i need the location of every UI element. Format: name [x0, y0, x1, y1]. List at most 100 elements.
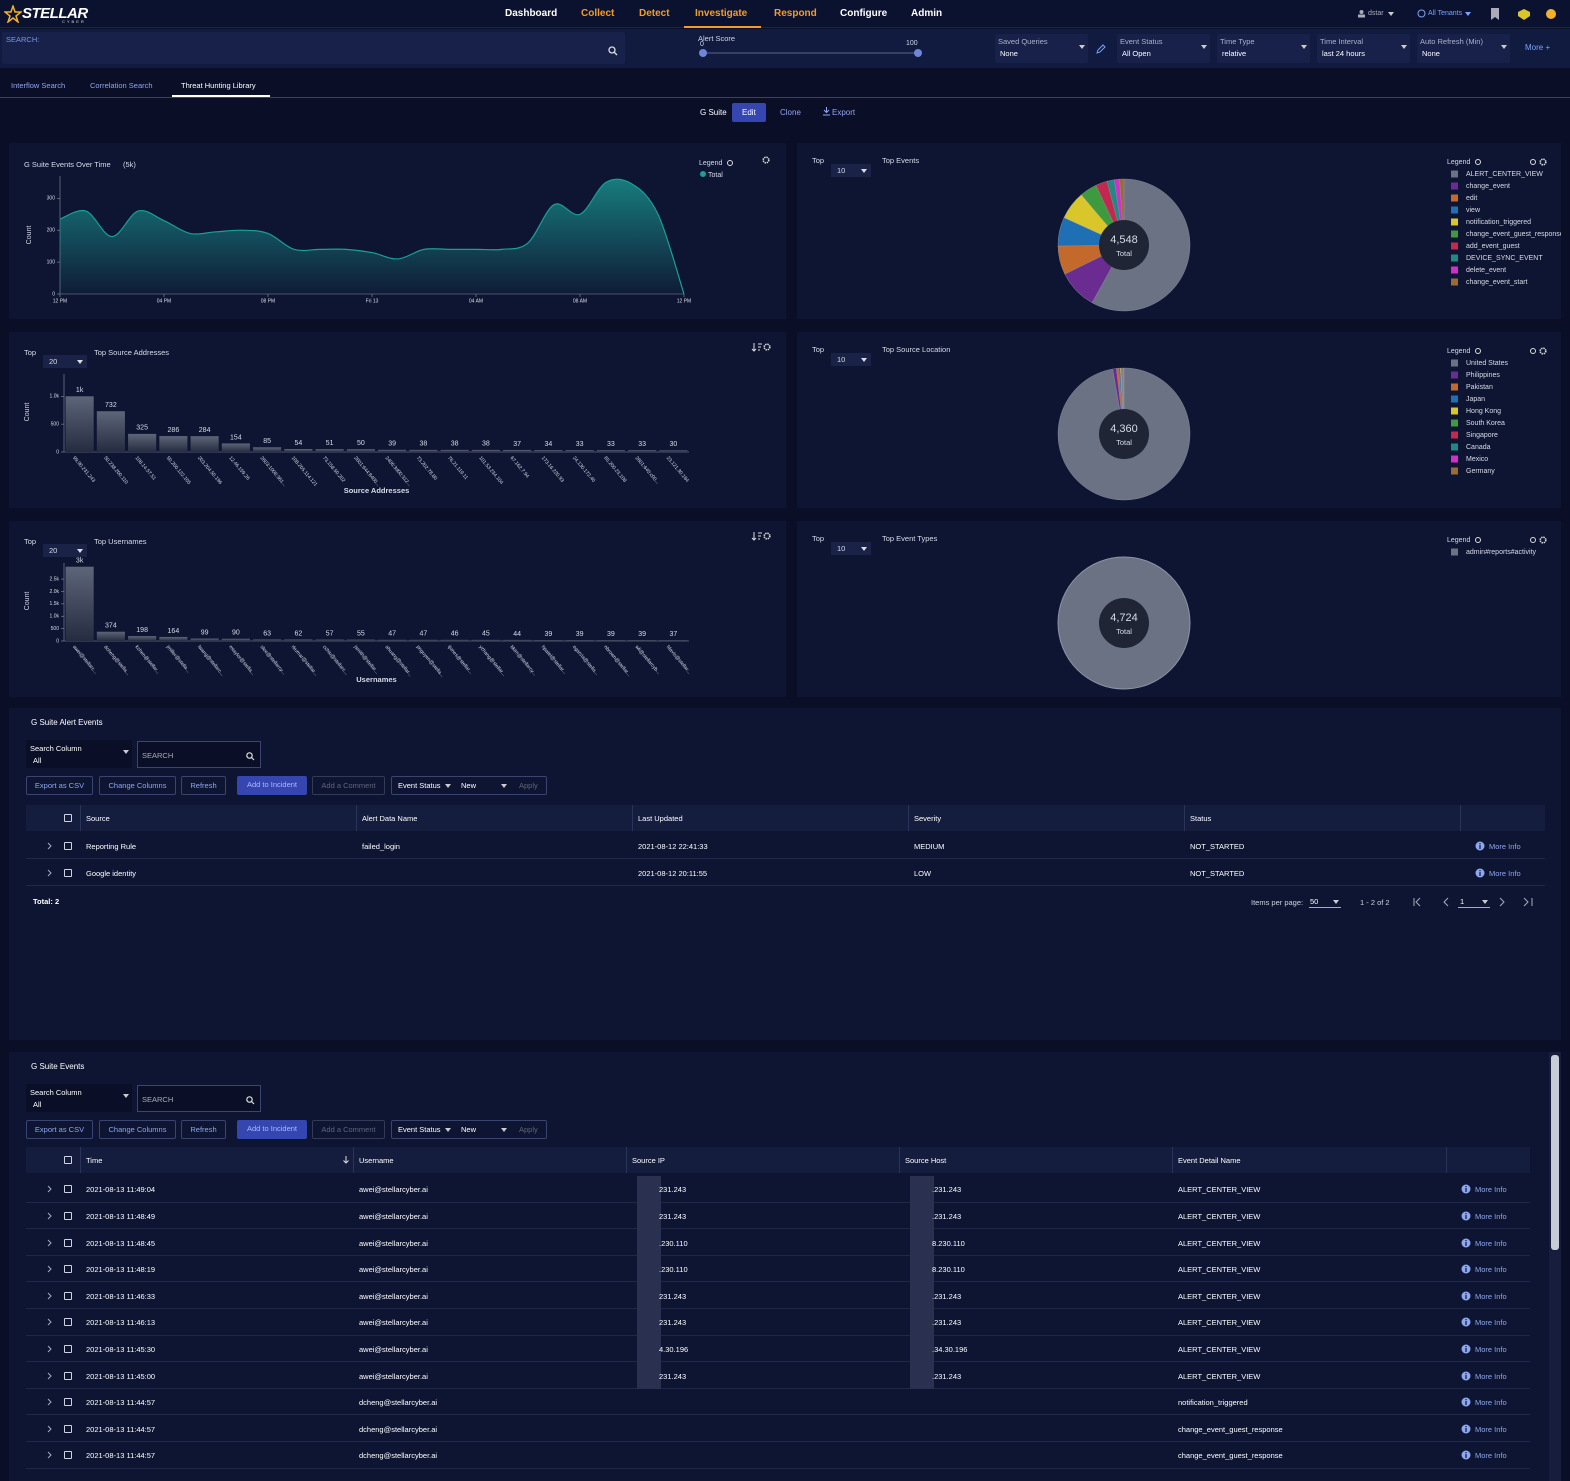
checkbox[interactable]	[64, 1238, 72, 1247]
top-n-select[interactable]	[831, 353, 871, 366]
checkbox[interactable]	[64, 1318, 72, 1327]
more-info-link[interactable]: More Info	[1475, 1265, 1507, 1275]
more-info-link[interactable]: More Info	[1475, 1211, 1507, 1221]
table-button[interactable]: Add a Comment	[312, 776, 385, 795]
filter-dropdown[interactable]: Saved Queries None	[995, 34, 1088, 63]
table-button[interactable]: Refresh	[181, 776, 226, 795]
table-button[interactable]: Add a Comment	[312, 1120, 385, 1139]
checkbox[interactable]	[64, 1156, 72, 1164]
nav-tenant[interactable]: All Tenants	[1428, 10, 1463, 17]
bar	[440, 639, 469, 641]
center-value: 4,360	[1110, 423, 1138, 435]
more-info-link[interactable]: More Info	[1475, 1238, 1507, 1248]
filter-dropdown[interactable]: Time Interval last 24 hours	[1317, 34, 1410, 63]
column-header[interactable]: Time	[86, 1156, 103, 1165]
top-n-select[interactable]	[831, 542, 871, 555]
column-header[interactable]: Source Host	[905, 1156, 947, 1165]
search-column[interactable]: Search Column All	[26, 1084, 132, 1112]
column-header[interactable]: Severity	[914, 814, 942, 823]
top-n-select[interactable]	[43, 355, 87, 368]
search-box[interactable]	[2, 32, 625, 64]
table-cell: 2021-08-13 11:44:57	[86, 1398, 156, 1408]
top-n-select[interactable]	[831, 164, 871, 177]
column-header[interactable]: Event Detail Name	[1178, 1156, 1241, 1165]
column-header[interactable]: Source IP	[632, 1156, 665, 1165]
nav-item[interactable]: Respond	[774, 8, 817, 19]
page-select[interactable]: 1	[1458, 896, 1490, 908]
table-button[interactable]: Export as CSV	[26, 776, 93, 795]
apply-button[interactable]: Apply	[519, 781, 538, 790]
more-info-link[interactable]: More Info	[1475, 1344, 1507, 1354]
tab[interactable]: Interflow Search	[11, 81, 66, 90]
y-tick-label: 0	[56, 449, 59, 455]
nav-item[interactable]: Investigate	[695, 8, 748, 19]
nav-item[interactable]: Admin	[911, 8, 943, 19]
legend-title: Legend	[1447, 159, 1470, 166]
more-info-link[interactable]: More Info	[1475, 1424, 1507, 1434]
checkbox[interactable]	[64, 1424, 72, 1433]
tenant-icon	[1417, 9, 1426, 18]
edit-button[interactable]: Edit	[732, 103, 766, 122]
search-input[interactable]: SEARCH	[137, 1085, 261, 1112]
checkbox[interactable]	[64, 841, 72, 850]
more-info-link[interactable]: More Info	[1489, 868, 1521, 878]
column-header[interactable]: Alert Data Name	[362, 814, 418, 823]
logo-star	[4, 5, 22, 23]
apply-button[interactable]: Apply	[519, 1125, 538, 1134]
table-button[interactable]: Export as CSV	[26, 1120, 93, 1139]
bar-value-label: 284	[199, 427, 211, 434]
export-button[interactable]: Export	[832, 108, 856, 117]
column-header[interactable]: Source	[86, 814, 110, 823]
event-status-select[interactable]: Event Status New Apply	[391, 776, 547, 795]
checkbox[interactable]	[64, 814, 72, 822]
search-column[interactable]: Search Column All	[26, 740, 132, 768]
checkbox[interactable]	[64, 1211, 72, 1220]
tab[interactable]: Correlation Search	[90, 81, 153, 90]
clone-button[interactable]: Clone	[780, 108, 801, 117]
filter-dropdown[interactable]: Event Status All Open	[1117, 34, 1210, 63]
filter-dropdown[interactable]: Auto Refresh (Min) None	[1417, 34, 1510, 63]
nav-item[interactable]: Collect	[581, 8, 615, 19]
checkbox[interactable]	[64, 1265, 72, 1274]
user-body	[1358, 14, 1365, 18]
nav-item[interactable]: Configure	[840, 8, 888, 19]
checkbox[interactable]	[64, 1398, 72, 1407]
column-header[interactable]: Last Updated	[638, 814, 683, 823]
checkbox[interactable]	[64, 1451, 72, 1460]
more-filters[interactable]: More +	[1525, 43, 1551, 52]
nav-item[interactable]: Detect	[639, 8, 670, 19]
event-status-select[interactable]: Event Status New Apply	[391, 1120, 547, 1139]
column-header[interactable]: Username	[359, 1156, 394, 1165]
nav-user[interactable]: dstar	[1368, 10, 1384, 17]
table-cell: awei@stellarcyber.ai	[359, 1211, 428, 1221]
top-n-select[interactable]	[43, 544, 87, 557]
table-button[interactable]: Add to Incident	[237, 1120, 307, 1139]
table-cell: dcheng@stellarcyber.ai	[359, 1451, 438, 1461]
tab[interactable]: Threat Hunting Library	[181, 81, 256, 90]
bar-value-label: 57	[326, 630, 334, 637]
items-per-page-select[interactable]: 50	[1309, 896, 1341, 908]
more-info-link[interactable]: More Info	[1475, 1185, 1507, 1195]
checkbox[interactable]	[64, 1291, 72, 1300]
column-header[interactable]: Status	[1190, 814, 1212, 823]
more-info-link[interactable]: More Info	[1475, 1451, 1507, 1461]
more-info-link[interactable]: More Info	[1475, 1398, 1507, 1408]
table-button[interactable]: Refresh	[181, 1120, 226, 1139]
more-info-link[interactable]: More Info	[1475, 1371, 1507, 1381]
filter-dropdown[interactable]: Time Type relative	[1217, 34, 1310, 63]
nav-item[interactable]: Dashboard	[505, 8, 558, 19]
row-border	[26, 1228, 1530, 1230]
bar	[628, 450, 657, 452]
bar	[378, 449, 407, 452]
more-info-link[interactable]: More Info	[1475, 1318, 1507, 1328]
more-info-link[interactable]: More Info	[1475, 1291, 1507, 1301]
table-button[interactable]: Change Columns	[99, 776, 176, 795]
search-input[interactable]: SEARCH	[137, 741, 261, 768]
table-button[interactable]: Add to Incident	[237, 776, 307, 795]
checkbox[interactable]	[64, 868, 72, 877]
checkbox[interactable]	[64, 1371, 72, 1380]
checkbox[interactable]	[64, 1344, 72, 1353]
table-button[interactable]: Change Columns	[99, 1120, 176, 1139]
checkbox[interactable]	[64, 1185, 72, 1194]
more-info-link[interactable]: More Info	[1489, 841, 1521, 851]
